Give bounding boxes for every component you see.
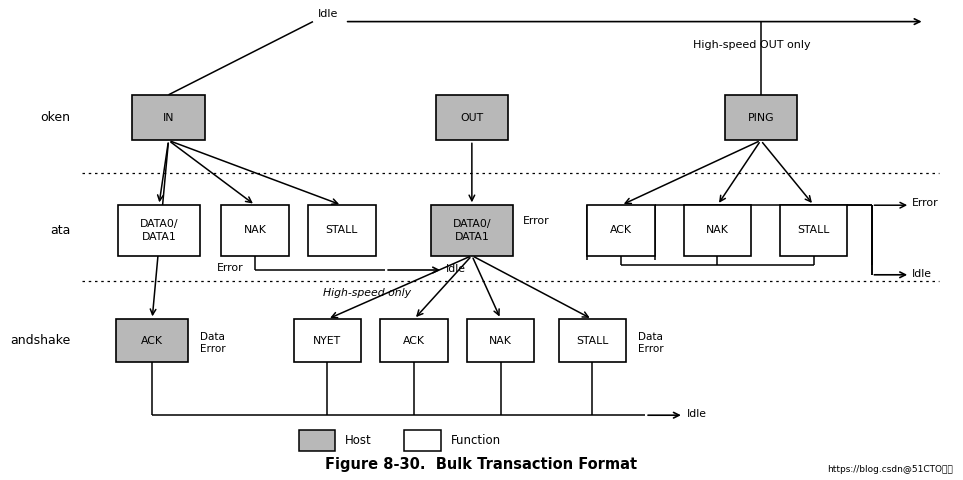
Text: IN: IN — [163, 113, 174, 122]
Bar — [780, 205, 847, 255]
Bar — [435, 95, 508, 140]
Bar — [117, 319, 189, 362]
Bar — [132, 95, 204, 140]
Text: Idle: Idle — [687, 409, 707, 419]
Bar — [559, 319, 626, 362]
Text: OUT: OUT — [460, 113, 483, 122]
Text: Idle: Idle — [318, 9, 338, 19]
Text: NAK: NAK — [706, 226, 729, 235]
Text: High-speed OUT only: High-speed OUT only — [693, 40, 811, 50]
Text: https://blog.csdn@51CTO博客: https://blog.csdn@51CTO博客 — [827, 465, 953, 474]
Bar — [380, 319, 448, 362]
Text: oken: oken — [40, 111, 70, 124]
Bar — [294, 319, 361, 362]
Text: ACK: ACK — [403, 336, 425, 346]
Bar — [118, 205, 200, 255]
Text: PING: PING — [747, 113, 774, 122]
Bar — [404, 430, 441, 451]
Text: Error: Error — [217, 263, 244, 273]
Text: STALL: STALL — [325, 226, 358, 235]
Text: Data
Error: Data Error — [200, 332, 225, 354]
Text: Idle: Idle — [912, 269, 932, 279]
Text: Idle: Idle — [446, 264, 466, 274]
Text: Host: Host — [345, 433, 372, 447]
Bar — [221, 205, 289, 255]
Text: ACK: ACK — [142, 336, 163, 346]
Bar — [725, 95, 797, 140]
Bar — [308, 205, 376, 255]
Bar — [684, 205, 751, 255]
Text: High-speed only: High-speed only — [323, 288, 410, 298]
Text: Error: Error — [522, 216, 549, 226]
Text: DATA0/
DATA1: DATA0/ DATA1 — [140, 219, 178, 241]
Text: DATA0/
DATA1: DATA0/ DATA1 — [453, 219, 491, 241]
Bar — [467, 319, 534, 362]
Text: NAK: NAK — [244, 226, 267, 235]
Bar — [587, 205, 655, 255]
Text: STALL: STALL — [797, 226, 830, 235]
Text: andshake: andshake — [10, 334, 70, 348]
Text: Function: Function — [451, 433, 501, 447]
Text: STALL: STALL — [576, 336, 609, 346]
Bar — [431, 205, 512, 255]
Text: NYET: NYET — [313, 336, 342, 346]
Text: ACK: ACK — [611, 226, 632, 235]
Text: ata: ata — [50, 224, 70, 237]
Text: Error: Error — [912, 198, 939, 208]
Text: Data
Error: Data Error — [638, 332, 664, 354]
Bar — [299, 430, 335, 451]
Text: NAK: NAK — [489, 336, 512, 346]
Text: Figure 8-30.  Bulk Transaction Format: Figure 8-30. Bulk Transaction Format — [325, 457, 638, 472]
